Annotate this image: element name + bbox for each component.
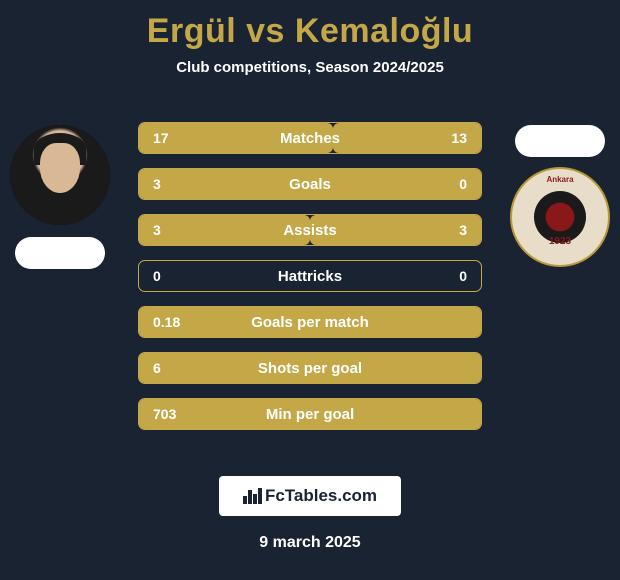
- stat-value-right: 13: [429, 130, 481, 146]
- stat-value-right: 0: [429, 176, 481, 192]
- stat-value-right: 0: [429, 268, 481, 284]
- stat-label: Goals: [191, 176, 429, 193]
- site-badge[interactable]: FcTables.com: [219, 476, 401, 516]
- stat-value-left: 0.18: [139, 314, 191, 330]
- date-label: 9 march 2025: [0, 534, 620, 552]
- site-name: FcTables.com: [265, 486, 377, 506]
- player-right-panel: Ankara 1923: [510, 125, 610, 267]
- stat-label: Goals per match: [191, 314, 429, 331]
- avatar-image: [10, 125, 110, 225]
- stat-row: 6Shots per goal: [138, 352, 482, 384]
- header: Ergül vs Kemaloğlu Club competitions, Se…: [0, 0, 620, 76]
- footer: FcTables.com 9 march 2025: [0, 476, 620, 552]
- stat-row: 0.18Goals per match: [138, 306, 482, 338]
- stat-label: Assists: [191, 222, 429, 239]
- stat-value-left: 703: [139, 406, 191, 422]
- player-right-club-pill: [515, 125, 605, 157]
- stat-label: Shots per goal: [191, 360, 429, 377]
- stat-row: 0Hattricks0: [138, 260, 482, 292]
- stat-label: Min per goal: [191, 406, 429, 423]
- bars-icon: [243, 488, 261, 504]
- stat-value-left: 3: [139, 222, 191, 238]
- club-text-top: Ankara: [512, 175, 608, 184]
- player-left-avatar: [10, 125, 110, 225]
- stat-value-left: 17: [139, 130, 191, 146]
- player-left-panel: [10, 125, 110, 269]
- stat-value-right: 3: [429, 222, 481, 238]
- stat-value-left: 0: [139, 268, 191, 284]
- club-year: 1923: [512, 236, 608, 247]
- stat-row: 703Min per goal: [138, 398, 482, 430]
- stat-label: Hattricks: [191, 268, 429, 285]
- comparison-subtitle: Club competitions, Season 2024/2025: [0, 59, 620, 76]
- stat-row: 3Assists3: [138, 214, 482, 246]
- comparison-title: Ergül vs Kemaloğlu: [0, 12, 620, 51]
- player-left-club-pill: [15, 237, 105, 269]
- player-right-club-logo: Ankara 1923: [510, 167, 610, 267]
- stat-value-left: 6: [139, 360, 191, 376]
- stat-label: Matches: [191, 130, 429, 147]
- stat-value-left: 3: [139, 176, 191, 192]
- stat-row: 17Matches13: [138, 122, 482, 154]
- stats-container: 17Matches133Goals03Assists30Hattricks00.…: [138, 122, 482, 444]
- stat-row: 3Goals0: [138, 168, 482, 200]
